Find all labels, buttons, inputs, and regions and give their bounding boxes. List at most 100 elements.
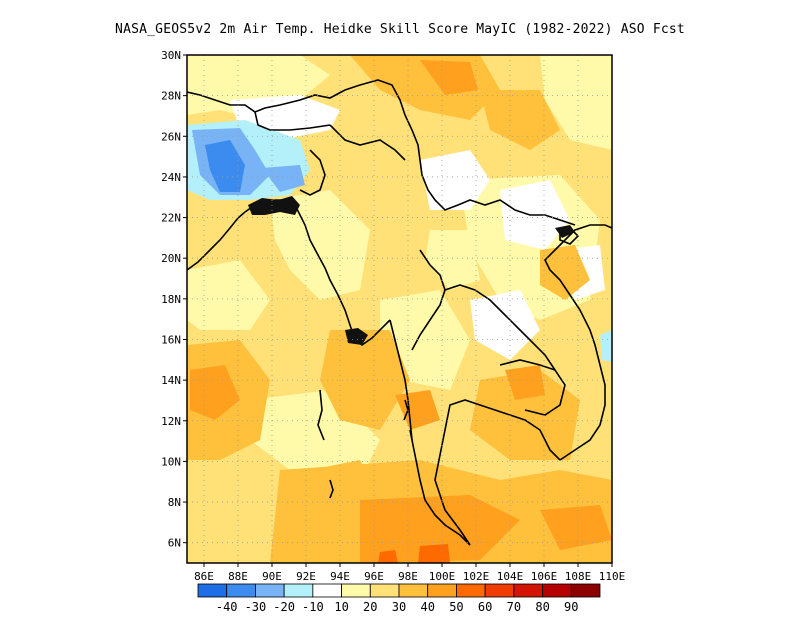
- colorbar-labels: -40 -30 -20 -10 10 20 30 40 50 60 70 80 90: [216, 600, 579, 614]
- colorbar-label: 10: [334, 600, 348, 614]
- lon-tick-label: 92E: [296, 570, 316, 583]
- colorbar-label: -40: [216, 600, 238, 614]
- field-light-ne: [540, 55, 612, 150]
- lat-tick-label: 24N: [161, 171, 181, 184]
- colorbar-swatch: [427, 583, 457, 598]
- lat-tick-label: 6N: [168, 537, 181, 550]
- lon-tick-label: 106E: [531, 570, 558, 583]
- field-orange-central: [320, 330, 410, 430]
- colorbar-swatch: [226, 583, 256, 598]
- colorbar-swatch: [369, 583, 400, 598]
- lat-tick-label: 22N: [161, 212, 181, 225]
- field-dark-far-south: [540, 505, 612, 550]
- field-light-west: [187, 260, 270, 330]
- longitude-labels: 86E 88E 90E 92E 94E 96E 98E 100E 102E 104E 106E 108…: [194, 570, 625, 583]
- colorbar-label: 80: [535, 600, 549, 614]
- colorbar-label: 90: [564, 600, 578, 614]
- border-inner: [329, 124, 406, 161]
- lon-tick-label: 90E: [262, 570, 282, 583]
- colorbar-swatch: [570, 583, 601, 598]
- border-ne-india: [299, 149, 326, 196]
- colorbar-swatch: [484, 583, 515, 598]
- delta-mekong: [555, 225, 575, 238]
- field-dark-south: [360, 495, 520, 563]
- colorbar-swatch: [341, 583, 371, 598]
- lon-tick-label: 102E: [463, 570, 490, 583]
- border-myanmar-china: [404, 114, 576, 226]
- border-myanmar-thai: [411, 249, 446, 351]
- delta-irrawaddy: [345, 328, 368, 345]
- field-light-north: [187, 55, 330, 120]
- delta-ganges: [248, 196, 300, 215]
- field-dark-west: [190, 365, 240, 420]
- field-white-ne: [420, 150, 490, 210]
- field-neg-far-east: [600, 330, 612, 362]
- colorbar-swatch: [197, 583, 228, 598]
- colorbar-label: -20: [273, 600, 295, 614]
- skill-score-field: [187, 55, 612, 563]
- map-graticule: [187, 55, 612, 563]
- colorbar-label: -10: [302, 600, 324, 614]
- lon-tick-label: 88E: [228, 570, 248, 583]
- lat-tick-label: 20N: [161, 252, 181, 265]
- border-himalaya: [187, 79, 406, 116]
- lon-tick-label: 94E: [330, 570, 350, 583]
- field-orange-se: [470, 370, 580, 460]
- chart-title: NASA_GEOS5v2 2m Air Temp. Heidke Skill S…: [115, 22, 685, 37]
- lat-tick-label: 30N: [161, 49, 181, 62]
- colorbar-swatch: [283, 583, 314, 598]
- lat-tick-label: 18N: [161, 293, 181, 306]
- axis-ticks: [183, 54, 613, 567]
- border-cambodia: [499, 359, 566, 416]
- colorbar-swatch: [542, 583, 572, 598]
- lon-tick-label: 98E: [398, 570, 418, 583]
- border-nepal: [254, 111, 331, 131]
- field-dark-central: [395, 390, 440, 430]
- lon-tick-label: 86E: [194, 570, 214, 583]
- colorbar-label: 20: [363, 600, 377, 614]
- lat-tick-label: 12N: [161, 415, 181, 428]
- field-dark-north: [420, 60, 478, 95]
- coast-india-east: [187, 211, 246, 271]
- lon-tick-label: 96E: [364, 570, 384, 583]
- colorbar-label: 30: [392, 600, 406, 614]
- colorbar-label: 70: [507, 600, 521, 614]
- field-neg-east: [262, 165, 305, 192]
- lat-tick-label: 16N: [161, 333, 181, 346]
- colorbar-swatch: [255, 583, 285, 598]
- latitude-labels: 6N 8N 10N 12N 14N 16N 18N 20N 22N 24N 26N 28N 30N: [161, 49, 181, 550]
- field-light-laos: [425, 230, 480, 290]
- coast-myanmar-south: [389, 319, 471, 546]
- colorbar: [197, 583, 601, 598]
- colorbar-swatch: [312, 583, 342, 598]
- lat-tick-label: 26N: [161, 130, 181, 143]
- field-orange-east: [540, 245, 590, 300]
- coast-nicobar: [329, 479, 334, 499]
- field-dark-east: [505, 365, 545, 400]
- field-light-myanmar: [270, 190, 370, 300]
- lon-tick-label: 110E: [599, 570, 626, 583]
- colorbar-label: 50: [449, 600, 463, 614]
- lon-tick-label: 100E: [429, 570, 456, 583]
- colorbar-label: 60: [478, 600, 492, 614]
- border-laos: [444, 284, 556, 371]
- field-red-gulf2: [378, 550, 398, 563]
- map-frame: [186, 54, 613, 564]
- lat-tick-label: 8N: [168, 496, 181, 509]
- field-white-thailand: [470, 290, 540, 360]
- field-neg-strong: [205, 140, 245, 192]
- colorbar-swatch: [398, 583, 429, 598]
- field-red-gulf: [418, 544, 450, 563]
- field-orange-nne: [480, 90, 560, 150]
- delta-clusters: [248, 196, 575, 345]
- coast-andaman: [317, 389, 325, 441]
- lat-tick-label: 10N: [161, 455, 181, 468]
- lon-tick-label: 104E: [497, 570, 524, 583]
- colorbar-label: 40: [420, 600, 434, 614]
- lat-tick-label: 14N: [161, 374, 181, 387]
- colorbar-swatch: [513, 583, 543, 598]
- lon-tick-label: 108E: [565, 570, 592, 583]
- lat-tick-label: 28N: [161, 90, 181, 103]
- colorbar-label: -30: [245, 600, 267, 614]
